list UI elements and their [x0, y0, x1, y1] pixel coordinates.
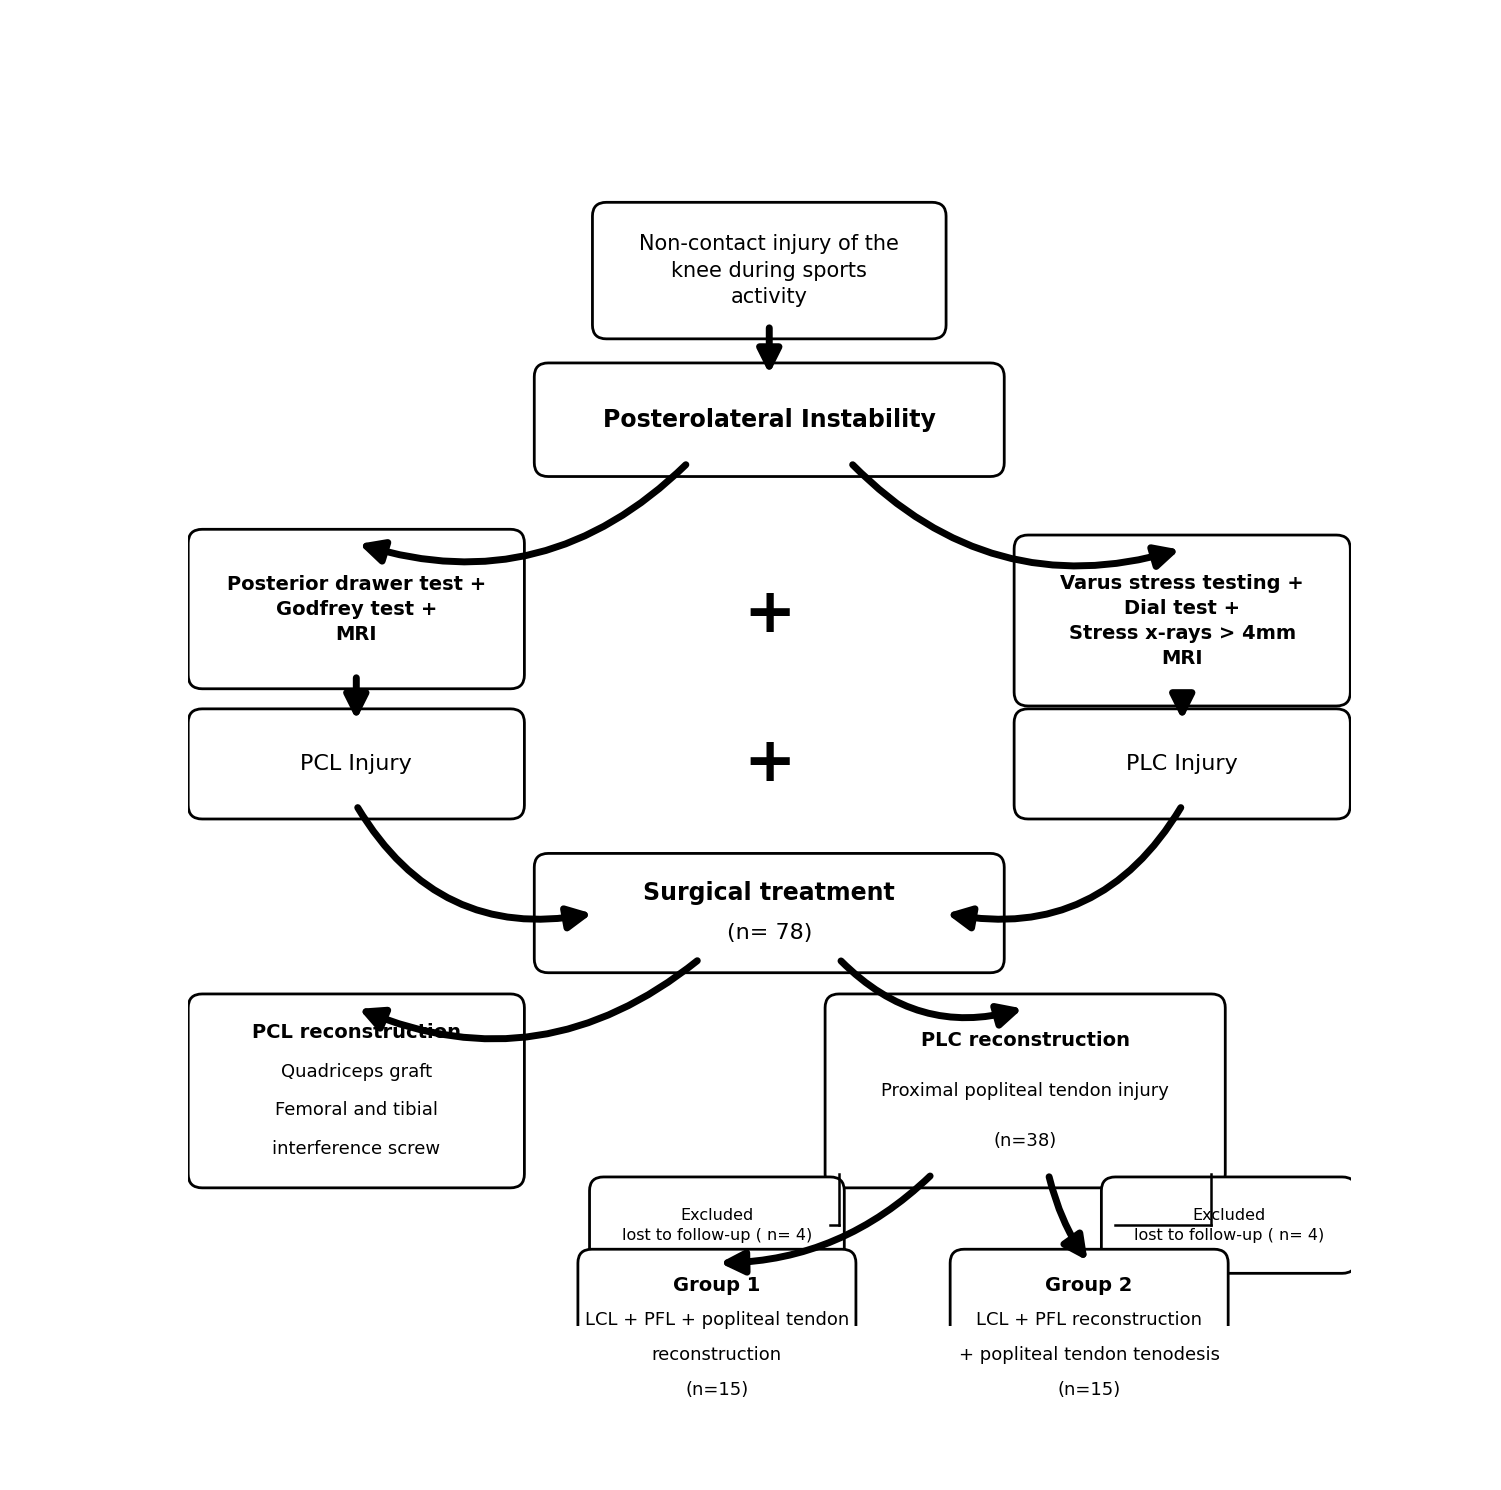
FancyBboxPatch shape [950, 1249, 1228, 1426]
Text: +: + [743, 584, 796, 645]
Text: Varus stress testing +
Dial test +
Stress x-rays > 4mm
MRI: Varus stress testing + Dial test + Stres… [1060, 574, 1304, 668]
Text: (n=15): (n=15) [1058, 1381, 1121, 1399]
Text: Non-contact injury of the
knee during sports
activity: Non-contact injury of the knee during sp… [639, 234, 899, 307]
Text: PLC Injury: PLC Injury [1126, 754, 1238, 773]
Text: (n=15): (n=15) [686, 1381, 749, 1399]
FancyBboxPatch shape [188, 709, 524, 820]
FancyBboxPatch shape [1015, 535, 1351, 706]
Text: Group 2: Group 2 [1046, 1275, 1133, 1295]
FancyBboxPatch shape [578, 1249, 856, 1426]
FancyBboxPatch shape [1015, 709, 1351, 820]
Text: Quadriceps graft: Quadriceps graft [281, 1062, 432, 1080]
FancyBboxPatch shape [188, 529, 524, 688]
Text: +: + [743, 735, 796, 794]
FancyBboxPatch shape [1102, 1177, 1355, 1274]
Text: LCL + PFL + popliteal tendon: LCL + PFL + popliteal tendon [585, 1311, 850, 1329]
Text: Posterior drawer test +
Godfrey test +
MRI: Posterior drawer test + Godfrey test + M… [227, 575, 486, 644]
Text: Surgical treatment: Surgical treatment [644, 881, 895, 904]
Text: PCL reconstruction: PCL reconstruction [252, 1024, 461, 1043]
Text: PLC reconstruction: PLC reconstruction [920, 1031, 1130, 1050]
FancyBboxPatch shape [593, 203, 946, 338]
Text: (n= 78): (n= 78) [726, 922, 812, 943]
Text: reconstruction: reconstruction [651, 1345, 782, 1363]
FancyBboxPatch shape [826, 994, 1225, 1188]
Text: (n=38): (n=38) [994, 1132, 1057, 1150]
Text: Excluded
lost to follow-up ( n= 4): Excluded lost to follow-up ( n= 4) [1133, 1208, 1324, 1243]
Text: interference screw: interference screw [272, 1140, 440, 1158]
Text: PCL Injury: PCL Injury [300, 754, 413, 773]
Text: Group 1: Group 1 [674, 1275, 761, 1295]
Text: + popliteal tendon tenodesis: + popliteal tendon tenodesis [959, 1345, 1220, 1363]
FancyBboxPatch shape [534, 854, 1004, 973]
Text: Posterolateral Instability: Posterolateral Instability [603, 408, 935, 432]
FancyBboxPatch shape [590, 1177, 844, 1274]
Text: Proximal popliteal tendon injury: Proximal popliteal tendon injury [881, 1082, 1169, 1100]
FancyBboxPatch shape [534, 364, 1004, 477]
Text: Femoral and tibial: Femoral and tibial [275, 1101, 438, 1119]
Text: LCL + PFL reconstruction: LCL + PFL reconstruction [976, 1311, 1202, 1329]
FancyBboxPatch shape [188, 994, 524, 1188]
Text: Excluded
lost to follow-up ( n= 4): Excluded lost to follow-up ( n= 4) [621, 1208, 812, 1243]
